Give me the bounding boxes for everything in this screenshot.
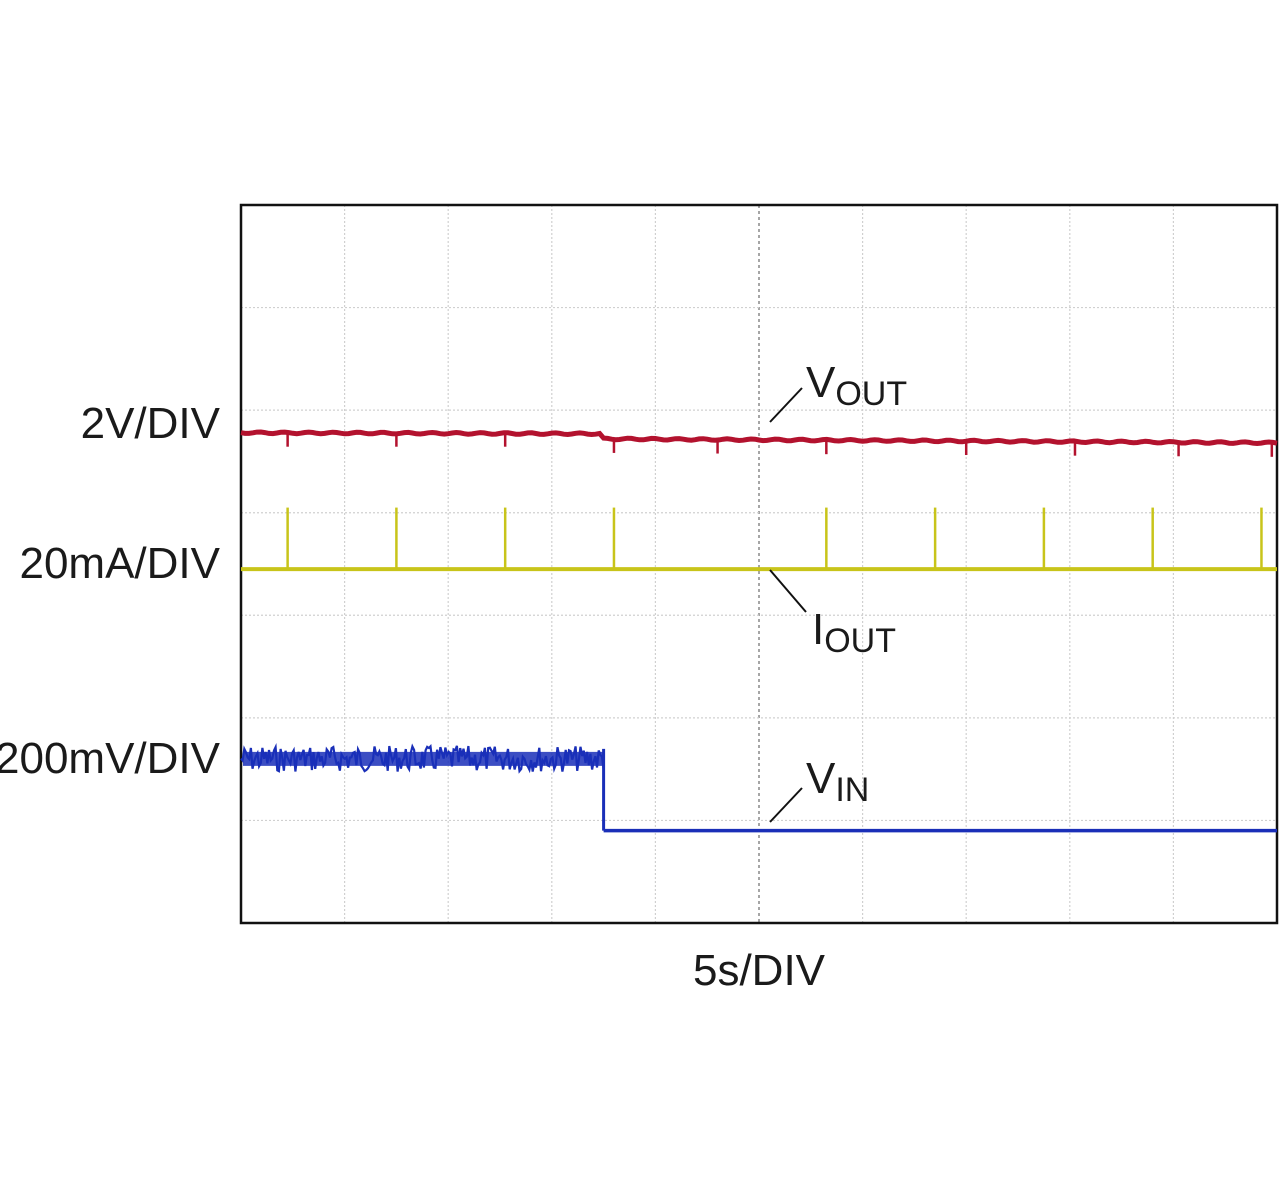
vout-leader-line [769,387,803,423]
scale-label-vout: 2V/DIV [81,399,221,448]
vout-trace [240,429,1278,447]
vout-label-sub: OUT [835,375,907,413]
scale-label-vin: 200mV/DIV [0,734,221,783]
x-scale-label: 5s/DIV [693,946,826,995]
vin-leader-line [769,787,803,823]
vin-label-sub: IN [835,771,869,809]
iout-leader-line [769,569,807,613]
iout-label-main: I [812,605,824,654]
traces [240,429,1278,833]
trace-label-vin: VIN [769,754,869,823]
vin-trace-band [243,751,604,766]
scale-label-iout: 20mA/DIV [19,539,220,588]
svg-text:VOUT: VOUT [806,358,907,413]
trace-label-vout: VOUT [769,358,907,423]
vout-label-main: V [806,358,836,407]
svg-text:IOUT: IOUT [812,605,896,660]
plot-frame [239,203,1279,925]
iout-label-sub: OUT [824,622,896,660]
svg-text:VIN: VIN [806,754,869,809]
trace-label-iout: IOUT [769,569,896,660]
plot-grid [241,205,1277,923]
vin-label-main: V [806,754,836,803]
